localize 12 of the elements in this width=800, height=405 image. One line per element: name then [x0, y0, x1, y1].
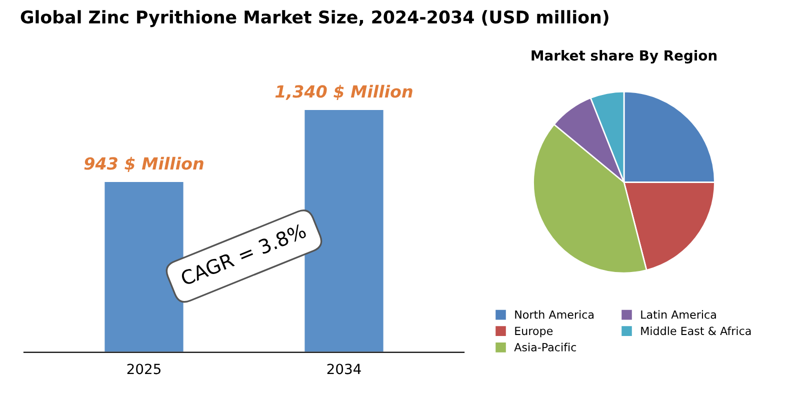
legend-label: Middle East & Africa — [641, 326, 751, 336]
legend-label: Latin America — [641, 310, 716, 319]
chart-title: Global Zinc Pyrithione Market Size, 2024-2034 (USD million) — [20, 10, 608, 28]
data-label: 1,340 $ Million — [275, 84, 412, 100]
x-tick-label: 2034 — [327, 364, 361, 374]
x-tick-label: 2025 — [127, 364, 160, 374]
legend-label: Europe — [515, 326, 553, 338]
chart-title: Market share By Region — [532, 50, 716, 64]
legend-label: North America — [515, 310, 594, 319]
annotation: CAGR = 3.8% — [180, 223, 307, 286]
legend-label: Asia-Pacific — [514, 342, 576, 352]
data-label: 943 $ Million — [84, 156, 204, 172]
